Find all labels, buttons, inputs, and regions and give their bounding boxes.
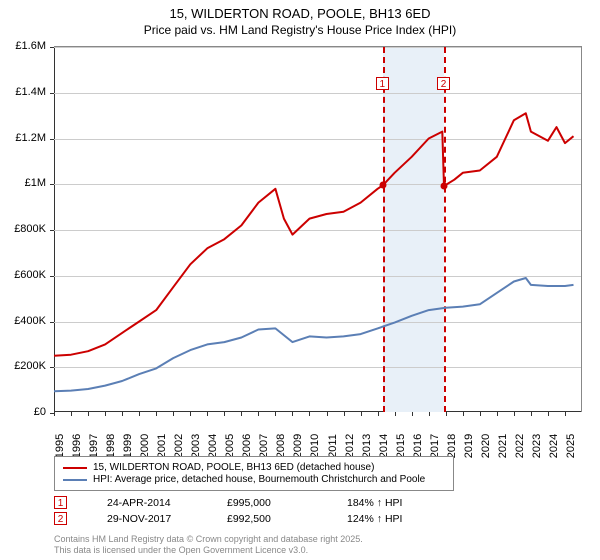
x-axis-label: 2017 — [429, 434, 441, 458]
x-axis-label: 1999 — [122, 434, 134, 458]
footer-line1: Contains HM Land Registry data © Crown c… — [54, 534, 363, 545]
legend-item: 15, WILDERTON ROAD, POOLE, BH13 6ED (det… — [63, 462, 445, 473]
x-axis-label: 2014 — [378, 434, 390, 458]
x-axis-label: 2001 — [156, 434, 168, 458]
x-axis-label: 2004 — [207, 434, 219, 458]
sale-marker-box: 1 — [376, 77, 389, 90]
x-axis-label: 2007 — [258, 434, 270, 458]
x-axis-label: 1998 — [105, 434, 117, 458]
y-axis-label: £600K — [14, 269, 46, 281]
y-axis-label: £1.4M — [15, 86, 46, 98]
sales-cell-price: £995,000 — [227, 497, 307, 509]
x-axis-label: 2010 — [309, 434, 321, 458]
y-axis-label: £1.6M — [15, 40, 46, 52]
legend-item: HPI: Average price, detached house, Bour… — [63, 474, 445, 485]
y-tick — [50, 230, 54, 231]
legend-swatch — [63, 479, 87, 481]
y-tick — [50, 139, 54, 140]
y-axis-labels: £0£200K£400K£600K£800K£1M£1.2M£1.4M£1.6M — [0, 46, 50, 412]
x-axis-label: 2023 — [531, 434, 543, 458]
x-axis-label: 2009 — [292, 434, 304, 458]
x-axis-label: 2018 — [446, 434, 458, 458]
y-tick — [50, 322, 54, 323]
sales-row: 2 29-NOV-2017 £992,500 124% ↑ HPI — [54, 512, 427, 525]
chart-container: 15, WILDERTON ROAD, POOLE, BH13 6ED Pric… — [0, 0, 600, 560]
footer: Contains HM Land Registry data © Crown c… — [54, 534, 363, 556]
x-axis-label: 2002 — [173, 434, 185, 458]
legend-label: HPI: Average price, detached house, Bour… — [93, 474, 425, 485]
sales-cell-date: 24-APR-2014 — [107, 497, 187, 509]
x-axis-label: 2022 — [514, 434, 526, 458]
title-block: 15, WILDERTON ROAD, POOLE, BH13 6ED Pric… — [0, 0, 600, 38]
x-axis-label: 1996 — [71, 434, 83, 458]
x-axis-label: 2021 — [497, 434, 509, 458]
x-axis-label: 2005 — [224, 434, 236, 458]
x-axis-labels: 1995 1996 1997 1998 1999 2000 2001 2002 2003 2004… — [54, 414, 582, 456]
sale-num-box: 1 — [54, 496, 67, 509]
y-axis-label: £800K — [14, 223, 46, 235]
y-axis-label: £400K — [14, 315, 46, 327]
x-axis-label: 2000 — [139, 434, 151, 458]
sales-cell-date: 29-NOV-2017 — [107, 513, 187, 525]
sales-cell-vs_hpi: 184% ↑ HPI — [347, 497, 427, 509]
y-tick — [50, 276, 54, 277]
series-line — [54, 278, 574, 391]
x-axis-label: 2016 — [412, 434, 424, 458]
x-axis-label: 2008 — [275, 434, 287, 458]
y-axis-label: £0 — [34, 406, 46, 418]
x-axis-label: 1995 — [54, 434, 66, 458]
y-axis-label: £1M — [25, 177, 46, 189]
plot-area: 12 — [54, 46, 582, 412]
chart-svg — [54, 47, 581, 412]
legend-swatch — [63, 467, 87, 469]
series-line — [54, 113, 574, 355]
legend-label: 15, WILDERTON ROAD, POOLE, BH13 6ED (det… — [93, 462, 374, 473]
sale-marker-box: 2 — [437, 77, 450, 90]
x-axis-label: 2011 — [327, 434, 339, 458]
sale-dot — [441, 182, 448, 189]
sale-dot — [379, 182, 386, 189]
x-axis-label: 2006 — [241, 434, 253, 458]
x-axis-label: 2020 — [480, 434, 492, 458]
y-tick — [50, 93, 54, 94]
x-axis-label: 2013 — [361, 434, 373, 458]
x-axis-label: 2003 — [190, 434, 202, 458]
y-tick — [50, 367, 54, 368]
sales-cell-vs_hpi: 124% ↑ HPI — [347, 513, 427, 525]
x-axis-label: 2012 — [344, 434, 356, 458]
x-axis-label: 2015 — [395, 434, 407, 458]
sales-row: 1 24-APR-2014 £995,000 184% ↑ HPI — [54, 496, 427, 509]
y-tick — [50, 47, 54, 48]
legend: 15, WILDERTON ROAD, POOLE, BH13 6ED (det… — [54, 456, 454, 491]
y-axis-label: £200K — [14, 360, 46, 372]
y-axis-label: £1.2M — [15, 132, 46, 144]
sale-num-box: 2 — [54, 512, 67, 525]
chart-title: 15, WILDERTON ROAD, POOLE, BH13 6ED — [0, 6, 600, 23]
footer-line2: This data is licensed under the Open Gov… — [54, 545, 363, 556]
sales-table: 1 24-APR-2014 £995,000 184% ↑ HPI 2 29-NOV-20… — [54, 496, 427, 528]
sales-cell-price: £992,500 — [227, 513, 307, 525]
x-axis-label: 2019 — [463, 434, 475, 458]
chart-subtitle: Price paid vs. HM Land Registry's House … — [0, 23, 600, 39]
y-tick — [50, 184, 54, 185]
x-axis-label: 2024 — [548, 434, 560, 458]
x-axis-label: 1997 — [88, 434, 100, 458]
x-axis-label: 2025 — [565, 434, 577, 458]
